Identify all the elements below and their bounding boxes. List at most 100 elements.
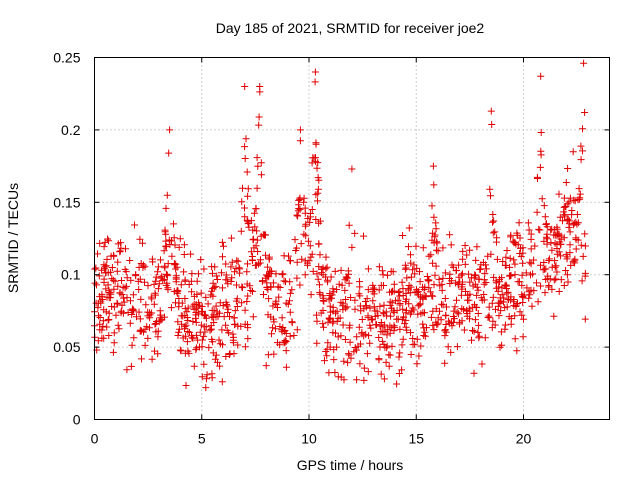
data-point [315, 240, 323, 248]
data-point [430, 281, 438, 289]
data-point [160, 247, 168, 255]
data-point [363, 350, 371, 358]
data-point [113, 267, 121, 275]
data-point [255, 121, 263, 129]
data-point [307, 291, 315, 299]
data-point [296, 126, 304, 134]
data-point [268, 330, 275, 338]
data-point [416, 278, 424, 286]
data-point [368, 315, 376, 323]
data-point [175, 325, 183, 333]
data-point [309, 267, 317, 275]
data-point [302, 220, 310, 228]
data-point [579, 252, 587, 260]
data-point [382, 358, 390, 366]
data-point [360, 232, 367, 240]
data-point [490, 273, 498, 281]
data-point [252, 205, 260, 213]
data-point [329, 319, 337, 327]
data-point [490, 217, 498, 225]
data-point [313, 270, 321, 278]
data-point [551, 226, 559, 234]
data-point [170, 220, 177, 228]
data-point [286, 308, 294, 316]
data-point [300, 230, 308, 238]
data-point [257, 159, 265, 167]
data-point [198, 373, 206, 381]
data-point [470, 369, 478, 377]
data-point [293, 258, 301, 266]
data-point [107, 290, 115, 298]
data-point [209, 279, 217, 287]
data-point [96, 239, 104, 247]
data-point [489, 218, 496, 226]
data-point [413, 335, 421, 343]
data-point [234, 257, 242, 265]
data-point [493, 234, 501, 242]
data-point [347, 294, 355, 301]
data-point [469, 327, 476, 334]
data-point [94, 250, 101, 258]
data-point [122, 282, 130, 290]
data-point [507, 315, 515, 323]
data-point [432, 305, 440, 313]
data-point [195, 270, 202, 278]
data-point [274, 283, 282, 291]
data-point [531, 242, 539, 250]
data-point [330, 356, 338, 364]
data-point [420, 324, 428, 332]
data-point [488, 299, 496, 307]
data-point [495, 283, 503, 291]
data-point [204, 300, 212, 308]
x-tick-label: 10 [301, 431, 317, 447]
data-point [301, 271, 309, 279]
data-point [183, 338, 191, 346]
data-point [471, 316, 479, 324]
data-point [168, 252, 176, 260]
data-point [114, 300, 122, 308]
data-point [411, 340, 419, 348]
data-point [442, 311, 450, 319]
data-point [436, 282, 444, 290]
data-point [213, 272, 221, 280]
data-point [566, 241, 574, 249]
data-point [560, 203, 568, 211]
data-point [195, 299, 203, 307]
data-point [104, 316, 112, 324]
data-point [103, 255, 111, 263]
data-point [313, 317, 321, 325]
data-point [386, 288, 394, 296]
data-point [567, 261, 575, 269]
data-point [180, 241, 188, 249]
data-point [565, 198, 573, 206]
data-point [320, 323, 327, 331]
data-point [489, 211, 497, 218]
data-point [100, 243, 108, 251]
data-point [432, 262, 440, 270]
data-point [494, 287, 502, 295]
data-point [338, 281, 346, 289]
data-point [215, 336, 223, 344]
data-point [251, 261, 259, 269]
data-point [269, 279, 277, 287]
data-point [364, 312, 372, 320]
data-point [564, 200, 572, 208]
data-point [190, 362, 198, 370]
data-point [516, 308, 524, 316]
data-point [419, 244, 427, 252]
data-point [475, 334, 483, 342]
data-point [366, 304, 374, 312]
data-point [399, 335, 407, 343]
data-point [333, 343, 341, 351]
data-point [400, 313, 407, 321]
data-point [389, 268, 397, 276]
data-point [556, 240, 564, 248]
data-point [427, 313, 435, 321]
data-point [157, 256, 164, 264]
data-point [161, 262, 169, 270]
data-point [180, 251, 188, 258]
data-point [333, 307, 341, 315]
data-point [466, 278, 474, 286]
data-point [97, 299, 105, 307]
data-point [244, 335, 252, 343]
